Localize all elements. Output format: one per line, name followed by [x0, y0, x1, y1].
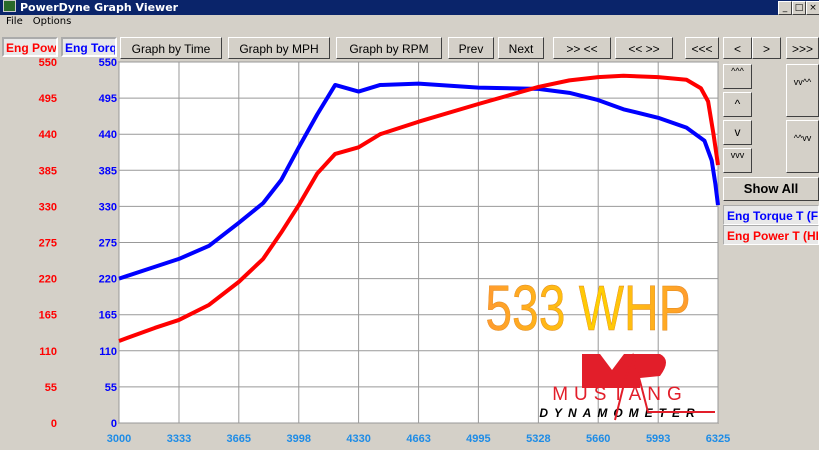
scroll-left-button[interactable]: < — [723, 37, 752, 59]
scale-up-fast-button[interactable]: ^^^ — [723, 64, 752, 89]
scroll-far-left-button[interactable]: <<< — [685, 37, 719, 59]
power-tick-label: 385 — [39, 165, 57, 177]
x-tick-label: 3000 — [107, 433, 131, 445]
title-bar: PowerDyne Graph Viewer — [0, 0, 819, 15]
power-tick-label: 110 — [39, 346, 57, 358]
power-tick-label: 550 — [39, 57, 57, 69]
prev-button[interactable]: Prev — [448, 37, 494, 59]
power-tick-label: 495 — [39, 93, 57, 105]
x-tick-label: 6325 — [706, 433, 730, 445]
x-tick-label: 3998 — [287, 433, 311, 445]
x-tick-label: 4663 — [406, 433, 430, 445]
zoom-out-x-button[interactable]: << >> — [615, 37, 673, 59]
torque-tick-label: 165 — [99, 310, 117, 322]
close-button[interactable]: × — [806, 1, 819, 15]
power-series-line — [118, 73, 720, 343]
zoom-in-x-button[interactable]: >> << — [553, 37, 611, 59]
x-tick-label: 4995 — [466, 433, 490, 445]
x-tick-label: 5328 — [526, 433, 550, 445]
x-tick-label: 5993 — [646, 433, 670, 445]
window-title: PowerDyne Graph Viewer — [20, 1, 179, 14]
torque-tick-label: 330 — [99, 201, 117, 213]
torque-tick-label: 440 — [99, 129, 117, 141]
scroll-right-button[interactable]: > — [752, 37, 781, 59]
legend-power[interactable]: Eng Power T (HP) — [723, 225, 819, 245]
scale-up-button[interactable]: ^ — [723, 92, 752, 117]
torque-tick-label: 550 — [99, 57, 117, 69]
power-tick-label: 0 — [51, 418, 57, 430]
graph-by-mph-button[interactable]: Graph by MPH — [228, 37, 330, 59]
power-tick-label: 330 — [39, 201, 57, 213]
power-tick-label: 55 — [45, 382, 57, 394]
power-tick-label: 220 — [39, 274, 57, 286]
menu-options[interactable]: Options — [32, 16, 72, 27]
power-axis-label[interactable]: Eng Power — [2, 37, 58, 57]
torque-tick-label: 55 — [105, 382, 117, 394]
power-tick-label: 440 — [39, 129, 57, 141]
torque-tick-label: 495 — [99, 93, 117, 105]
pan-up-button[interactable]: ^^vv — [786, 120, 819, 173]
torque-tick-label: 110 — [99, 346, 117, 358]
maximize-button[interactable]: □ — [792, 1, 806, 15]
logo-mustang-text: MUSTANG — [552, 384, 688, 405]
power-tick-label: 275 — [39, 238, 57, 250]
x-tick-label: 3665 — [227, 433, 251, 445]
app-icon — [3, 0, 16, 12]
x-tick-label: 3333 — [167, 433, 191, 445]
torque-tick-label: 275 — [99, 238, 117, 250]
next-button[interactable]: Next — [498, 37, 544, 59]
scale-down-button[interactable]: v — [723, 120, 752, 145]
scale-down-fast-button[interactable]: vvv — [723, 148, 752, 173]
power-tick-label: 165 — [39, 310, 57, 322]
graph-by-time-button[interactable]: Graph by Time — [120, 37, 222, 59]
menu-bar: File Options — [6, 16, 81, 27]
graph-by-rpm-button[interactable]: Graph by RPM — [336, 37, 442, 59]
pan-down-button[interactable]: vv^^ — [786, 64, 819, 117]
mustang-dynamometer-logo: MUSTANG DYNAMOMETER — [539, 352, 715, 421]
menu-file[interactable]: File — [6, 16, 23, 27]
torque-tick-label: 220 — [99, 274, 117, 286]
minimize-button[interactable]: _ — [778, 1, 792, 15]
show-all-button[interactable]: Show All — [723, 177, 819, 201]
torque-tick-label: 385 — [99, 165, 117, 177]
torque-series-line — [118, 81, 720, 281]
x-tick-label: 5660 — [586, 433, 610, 445]
legend-torque[interactable]: Eng Torque T (Ft-Lb) — [723, 205, 819, 225]
torque-tick-label: 0 — [111, 418, 117, 430]
torque-axis-label[interactable]: Eng Torque — [61, 37, 117, 57]
x-tick-label: 4330 — [346, 433, 370, 445]
overlay-whp-text: 533 WHP — [485, 272, 690, 343]
